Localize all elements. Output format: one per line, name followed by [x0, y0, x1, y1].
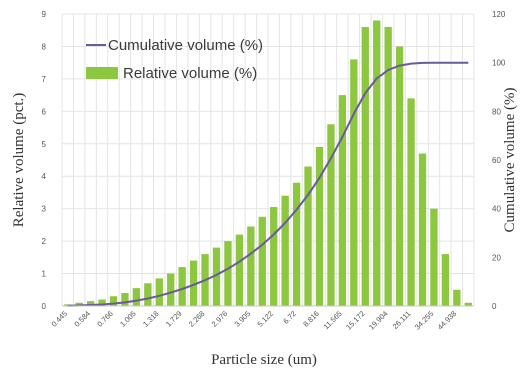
bar	[109, 296, 118, 306]
bar	[270, 207, 278, 306]
y-tick-label: 4	[42, 172, 47, 181]
y-tick-label: 1	[42, 270, 47, 279]
bar	[121, 293, 129, 306]
bar	[464, 302, 472, 306]
bar	[167, 273, 175, 306]
bar	[292, 182, 301, 306]
bar	[98, 299, 106, 306]
bar	[132, 288, 141, 306]
bar	[189, 260, 198, 306]
y2-tick-label: 0	[492, 302, 497, 311]
bar	[86, 301, 95, 306]
y-tick-label: 9	[42, 10, 47, 19]
y2-tick-label: 20	[492, 253, 501, 262]
bar	[144, 283, 152, 306]
bar	[418, 153, 427, 306]
bar	[361, 26, 369, 306]
bar	[338, 95, 347, 306]
bar	[224, 241, 232, 306]
y-tick-label: 7	[42, 75, 47, 84]
y2-tick-label: 80	[492, 107, 501, 116]
legend-label-cumulative: Cumulative volume (%)	[108, 37, 263, 54]
bar	[155, 278, 163, 306]
y-tick-label: 0	[42, 302, 47, 311]
bar-layer	[64, 20, 472, 306]
grid-layer	[61, 13, 475, 307]
y-tick-label: 8	[42, 42, 47, 51]
bar	[373, 20, 381, 306]
bar	[178, 267, 186, 306]
y-tick-label: 5	[42, 140, 47, 149]
y2-tick-label: 120	[492, 10, 506, 19]
bar	[430, 208, 438, 306]
bar	[315, 147, 324, 306]
bar	[441, 254, 450, 306]
y2-tick-label: 60	[492, 156, 501, 165]
bar	[350, 59, 358, 306]
bar	[235, 234, 244, 306]
y-tick-label: 6	[42, 107, 47, 116]
bar	[75, 302, 83, 306]
bar	[395, 46, 404, 306]
bar	[453, 289, 461, 306]
bar	[384, 26, 392, 306]
y-axis-title: Relative volume (pct.)	[11, 93, 27, 228]
bar	[327, 124, 335, 306]
bar	[258, 216, 266, 306]
bar	[281, 195, 289, 306]
legend: Cumulative volume (%) Relative volume (%…	[86, 37, 263, 82]
y2-axis-title: Cumulative volume (%)	[502, 88, 518, 233]
bar	[212, 247, 221, 306]
y-tick-label: 3	[42, 205, 47, 214]
y2-tick-label: 100	[492, 59, 506, 68]
y-tick-label: 2	[42, 237, 47, 246]
bar	[304, 166, 312, 306]
bar	[247, 226, 255, 306]
bar	[407, 98, 415, 306]
legend-bar-swatch	[86, 67, 118, 79]
legend-label-relative: Relative volume (%)	[123, 65, 257, 82]
cumulative-line	[67, 61, 469, 307]
line-layer	[67, 61, 469, 307]
y2-tick-label: 40	[492, 205, 501, 214]
x-axis-title: Particle size (um)	[211, 352, 317, 368]
